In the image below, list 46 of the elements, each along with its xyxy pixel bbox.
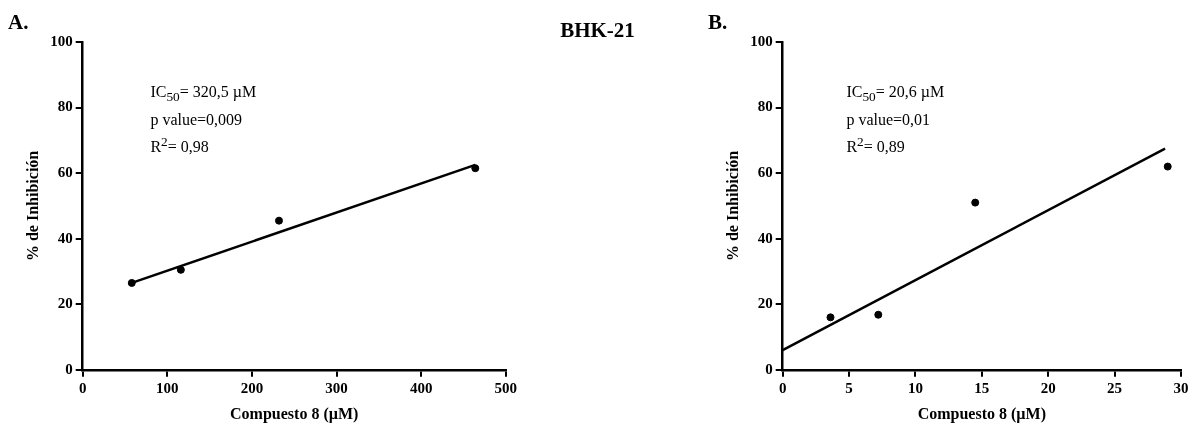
- y-axis-title: % de Inhibición: [23, 150, 41, 262]
- x-tick-label: 500: [494, 379, 517, 396]
- point: [826, 313, 835, 322]
- x-tick-label: 15: [974, 379, 990, 396]
- x-tick-label: 5: [845, 379, 853, 396]
- y-tick-label: 0: [65, 360, 73, 377]
- y-tick-label: 60: [57, 163, 73, 180]
- x-axis-title: Compuesto 8 (µM): [917, 404, 1047, 423]
- x-tick-label: 200: [240, 379, 264, 396]
- y-tick-label: 20: [57, 295, 73, 312]
- text: BHK-21: [560, 18, 635, 42]
- point: [176, 265, 185, 274]
- x-tick-label: 10: [907, 379, 923, 396]
- y-tick-label: 80: [757, 98, 773, 115]
- annotation: IC$_{50}$= 20,6 µM: [846, 82, 945, 107]
- y-axis-title: % de Inhibición: [723, 150, 741, 262]
- y-tick-label: 40: [57, 229, 73, 246]
- y-tick-label: 100: [750, 32, 773, 49]
- point: [1163, 162, 1172, 171]
- point: [874, 310, 883, 319]
- y-tick-label: 100: [50, 32, 73, 49]
- x-tick-label: 0: [78, 379, 87, 396]
- annotation: p value=0,01: [846, 109, 932, 131]
- x-tick-label: 0: [778, 379, 787, 396]
- annotation: R$^{2}$= 0,98: [150, 132, 210, 157]
- y-tick-label: 60: [757, 163, 773, 180]
- chart-title: A.: [8, 10, 29, 35]
- y-tick-label: 0: [765, 360, 773, 377]
- x-axis-title: Compuesto 8 (µM): [230, 404, 359, 423]
- annotation: IC$_{50}$= 320,5 µM: [150, 82, 257, 107]
- point: [971, 198, 980, 207]
- y-tick-label: 40: [757, 229, 773, 246]
- chart-title: B.: [708, 10, 728, 35]
- annotation: R$^{2}$= 0,89: [846, 132, 906, 157]
- annotation: p value=0,009: [150, 109, 244, 131]
- y-tick-label: 20: [757, 295, 773, 312]
- x-tick-label: 25: [1107, 379, 1123, 396]
- x-tick-label: 300: [325, 379, 348, 396]
- point: [275, 216, 283, 225]
- y-tick-label: 80: [57, 98, 73, 115]
- x-tick-label: 30: [1173, 379, 1189, 396]
- point: [471, 164, 480, 173]
- x-tick-label: 400: [409, 379, 433, 396]
- point: [127, 278, 136, 287]
- x-tick-label: 20: [1040, 379, 1056, 396]
- x-tick-label: 100: [156, 379, 179, 396]
